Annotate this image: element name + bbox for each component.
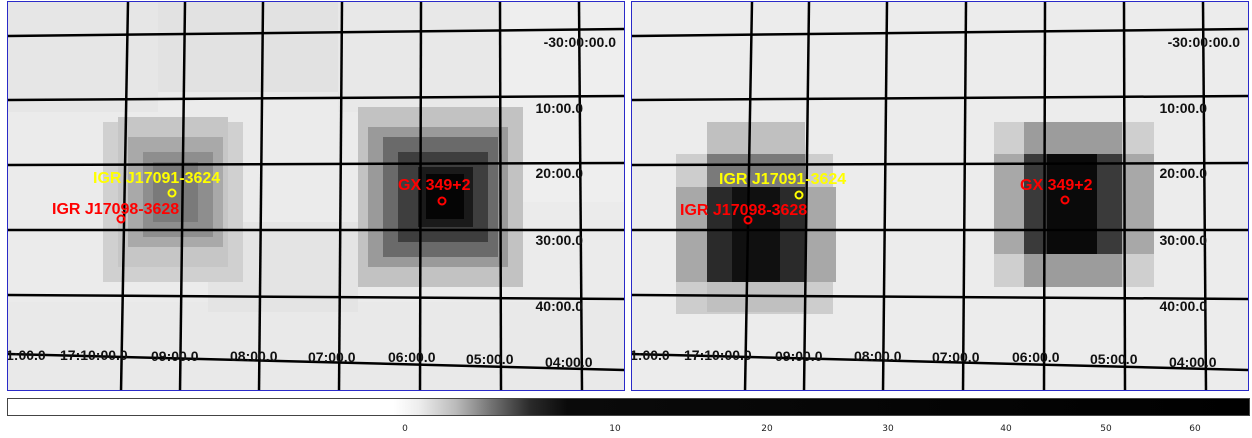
source-marker-igr-j17091 [794, 190, 804, 200]
ra-label: 17:10:00.0 [60, 347, 128, 363]
source-label-igr-j17091: IGR J17091-3624 [719, 171, 846, 188]
ra-label: 1:00.0 [632, 347, 670, 363]
left-sky-image-panel: -30:00:00.0 10:00.0 20:00.0 30:00.0 40:0… [7, 1, 625, 391]
ra-label: 1:00.0 [8, 347, 46, 363]
right-sky-image-panel: -30:00:00.0 10:00.0 20:00.0 30:00.0 40:0… [631, 1, 1249, 391]
dec-label: -30:00:00.0 [544, 34, 617, 50]
source-label-gx-349: GX 349+2 [1020, 177, 1093, 194]
dec-label: 10:00.0 [536, 100, 584, 116]
dec-label: 30:00.0 [536, 232, 584, 248]
colorbar-tick-label: 20 [761, 424, 773, 434]
dec-label: 40:00.0 [536, 298, 584, 314]
ra-label: 08:00.0 [854, 348, 902, 364]
colorbar-gradient [8, 399, 1249, 415]
dec-label: 10:00.0 [1160, 100, 1208, 116]
colorbar-tick-label: 30 [882, 424, 894, 434]
ra-label: 07:00.0 [308, 349, 356, 365]
source-label-igr-j17098: IGR J17098-3628 [680, 202, 807, 219]
ra-label: 17:10:00.0 [684, 347, 752, 363]
ra-label: 05:00.0 [466, 351, 514, 367]
ra-label: 08:00.0 [230, 348, 278, 364]
source-marker-gx-349 [437, 196, 447, 206]
colorbar [7, 398, 1250, 416]
dec-label: 20:00.0 [536, 165, 584, 181]
ra-label: 09:00.0 [775, 348, 823, 364]
colorbar-tick-label: 0 [402, 424, 408, 434]
source-label-gx-349: GX 349+2 [398, 177, 471, 194]
left-sky-image: -30:00:00.0 10:00.0 20:00.0 30:00.0 40:0… [8, 2, 624, 390]
source-marker-igr-j17098 [116, 214, 126, 224]
ra-label: 06:00.0 [1012, 349, 1060, 365]
dec-label: 20:00.0 [1160, 165, 1208, 181]
colorbar-tick-label: 60 [1189, 424, 1201, 434]
ra-label: 06:00.0 [388, 349, 436, 365]
ra-label: 04:00.0 [545, 354, 593, 370]
dec-label: 30:00.0 [1160, 232, 1208, 248]
source-label-igr-j17091: IGR J17091-3624 [93, 170, 220, 187]
ra-label: 07:00.0 [932, 349, 980, 365]
ra-label: 04:00.0 [1169, 354, 1217, 370]
dec-label: 40:00.0 [1160, 298, 1208, 314]
ra-label: 09:00.0 [151, 348, 199, 364]
right-sky-image: -30:00:00.0 10:00.0 20:00.0 30:00.0 40:0… [632, 2, 1248, 390]
source-marker-igr-j17098 [743, 215, 753, 225]
dec-label: -30:00:00.0 [1168, 34, 1241, 50]
colorbar-tick-label: 50 [1100, 424, 1112, 434]
ra-label: 05:00.0 [1090, 351, 1138, 367]
colorbar-tick-label: 10 [609, 424, 621, 434]
source-marker-igr-j17091 [167, 188, 177, 198]
colorbar-tick-label: 40 [1000, 424, 1012, 434]
source-marker-gx-349 [1060, 195, 1070, 205]
source-label-igr-j17098: IGR J17098-3628 [52, 201, 179, 218]
